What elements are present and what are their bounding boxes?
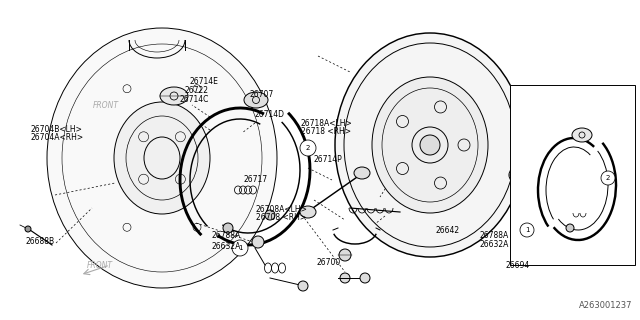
Text: 26718A<LH>: 26718A<LH> xyxy=(301,119,353,128)
Circle shape xyxy=(360,273,370,283)
Text: 26714E: 26714E xyxy=(189,77,218,86)
Circle shape xyxy=(420,135,440,155)
Bar xyxy=(510,85,635,265)
Text: 26788A: 26788A xyxy=(211,231,241,240)
Circle shape xyxy=(300,140,316,156)
Text: 26718 <RH>: 26718 <RH> xyxy=(301,127,351,136)
Circle shape xyxy=(339,249,351,261)
Ellipse shape xyxy=(372,77,488,213)
Ellipse shape xyxy=(300,206,316,218)
Text: 26694: 26694 xyxy=(506,261,530,270)
Ellipse shape xyxy=(335,33,525,257)
Ellipse shape xyxy=(114,102,210,214)
Text: 26707: 26707 xyxy=(250,90,274,99)
Circle shape xyxy=(298,281,308,291)
Circle shape xyxy=(340,273,350,283)
Text: 26642: 26642 xyxy=(435,226,460,235)
Ellipse shape xyxy=(160,87,188,105)
Text: 2: 2 xyxy=(306,145,310,151)
Circle shape xyxy=(265,210,275,220)
Text: 26722: 26722 xyxy=(184,86,209,95)
Text: FRONT: FRONT xyxy=(87,261,113,270)
Text: 26700: 26700 xyxy=(317,258,341,267)
Text: 26704B<LH>: 26704B<LH> xyxy=(31,125,83,134)
Circle shape xyxy=(25,226,31,232)
Text: 26632A: 26632A xyxy=(211,242,241,251)
Text: FRONT: FRONT xyxy=(93,101,119,110)
Circle shape xyxy=(223,223,233,233)
Text: A263001237: A263001237 xyxy=(579,301,632,310)
Circle shape xyxy=(252,236,264,248)
Text: 26632A: 26632A xyxy=(480,240,509,249)
Text: 26714P: 26714P xyxy=(314,156,342,164)
Ellipse shape xyxy=(47,28,277,288)
Text: 26788A: 26788A xyxy=(480,231,509,240)
Text: 1: 1 xyxy=(237,245,243,251)
Text: 2: 2 xyxy=(606,175,610,181)
Text: 26708A<LH>: 26708A<LH> xyxy=(256,205,308,214)
Text: 26714C: 26714C xyxy=(179,95,209,104)
Text: 26704A<RH>: 26704A<RH> xyxy=(31,133,84,142)
Text: 26717: 26717 xyxy=(243,175,268,184)
Ellipse shape xyxy=(244,92,268,108)
Circle shape xyxy=(509,167,525,183)
Text: 26714D: 26714D xyxy=(255,110,285,119)
Ellipse shape xyxy=(354,167,370,179)
Text: 26708 <RH>: 26708 <RH> xyxy=(256,213,306,222)
Text: 26688B: 26688B xyxy=(26,237,55,246)
Circle shape xyxy=(601,171,615,185)
Ellipse shape xyxy=(572,128,592,142)
Circle shape xyxy=(232,240,248,256)
Circle shape xyxy=(520,223,534,237)
Text: 1: 1 xyxy=(525,227,529,233)
Circle shape xyxy=(566,224,574,232)
